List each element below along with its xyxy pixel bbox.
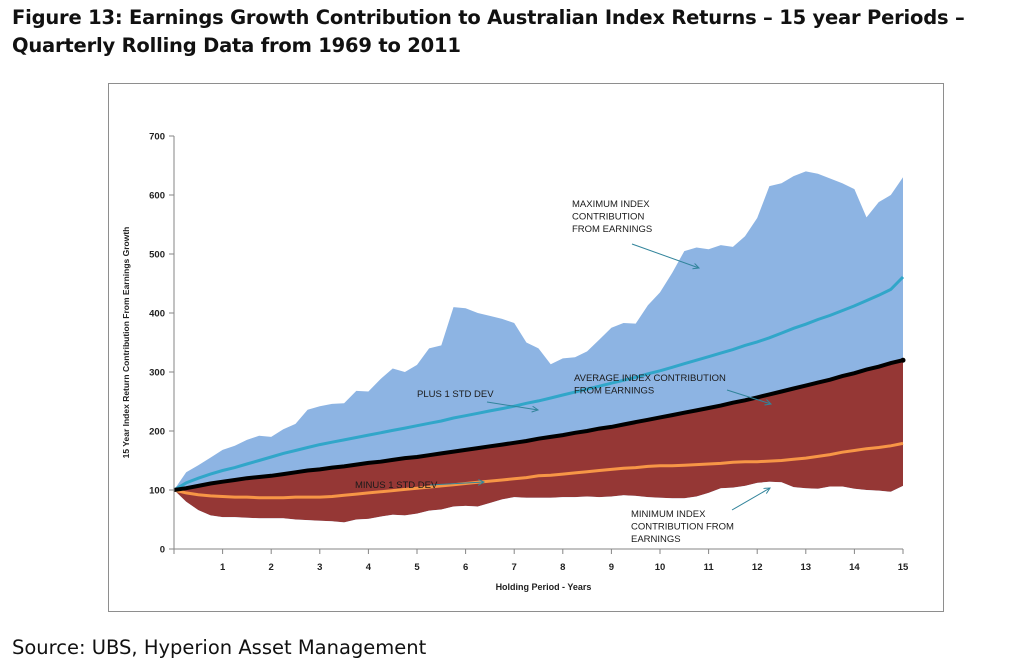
x-tick-label: 2 <box>269 562 274 573</box>
y-tick-label: 700 <box>149 132 165 143</box>
x-tick-label: 9 <box>609 562 614 573</box>
chart-frame: 0 100 200 300 400 500 600 700 1 2 3 4 5 6 7 8 9 10 11 12 13 1… <box>108 83 944 612</box>
series-minus-std-line <box>173 441 904 500</box>
annotation-average-label-line: AVERAGE INDEX CONTRIBUTION <box>574 373 726 384</box>
average-line-end-marker <box>900 357 906 363</box>
annotation-maximum-label-line: FROM EARNINGS <box>572 224 652 235</box>
y-tick-label: 100 <box>149 486 165 497</box>
x-tick-label: 7 <box>512 562 517 573</box>
x-tick-label: 15 <box>898 562 909 573</box>
annotation-plus-std-label: PLUS 1 STD DEV <box>417 389 494 400</box>
x-tick-label: 12 <box>752 562 763 573</box>
y-axis-title: 15 Year Index Return Contribution From E… <box>121 227 131 459</box>
x-tick-label: 5 <box>414 562 420 573</box>
y-tick-label: 300 <box>149 368 165 379</box>
annotation-maximum-arrow <box>631 243 699 268</box>
annotation-minus-std-arrow <box>429 482 484 485</box>
annotation-average-label: AVERAGE INDEX CONTRIBUTION FROM EARNINGS <box>574 373 726 397</box>
annotation-average-arrow <box>726 389 771 404</box>
x-tick-label: 14 <box>849 562 860 573</box>
annotation-minimum-arrow <box>731 488 770 511</box>
annotation-minimum-label-line: MINIMUM INDEX <box>631 509 706 520</box>
annotation-maximum-label-line: CONTRIBUTION <box>572 212 644 223</box>
annotation-maximum-label-line: MAXIMUM INDEX <box>572 199 650 210</box>
annotation-minimum-label: MINIMUM INDEX CONTRIBUTION FROM EARNINGS <box>631 509 734 545</box>
series-average-line <box>173 358 904 492</box>
annotation-minus-std-label-line: MINUS 1 STD DEV <box>355 480 438 491</box>
y-tick-label: 0 <box>160 545 165 556</box>
x-tick-label: 1 <box>220 562 226 573</box>
annotation-minimum-label-line: CONTRIBUTION FROM <box>631 522 734 533</box>
figure-source: Source: UBS, Hyperion Asset Management <box>12 636 427 659</box>
x-tick-label: 13 <box>801 562 812 573</box>
x-tick-label: 3 <box>317 562 322 573</box>
x-tick-label: 11 <box>704 562 715 573</box>
x-tick-label: 6 <box>463 562 468 573</box>
annotation-maximum-label: MAXIMUM INDEX CONTRIBUTION FROM EARNINGS <box>572 199 652 235</box>
y-tick-label: 500 <box>149 250 165 261</box>
x-tick-label: 4 <box>366 562 372 573</box>
annotation-average-label-line: FROM EARNINGS <box>574 386 654 397</box>
series-min-area <box>174 360 903 523</box>
y-tick-label: 400 <box>149 309 165 320</box>
x-tick-label: 10 <box>655 562 666 573</box>
below-minimum-fill <box>174 481 903 549</box>
y-tick-label: 600 <box>149 191 165 202</box>
x-tick-label: 8 <box>560 562 565 573</box>
annotation-plus-std-arrow <box>486 401 538 410</box>
annotation-minus-std-label: MINUS 1 STD DEV <box>355 480 438 491</box>
figure-title: Figure 13: Earnings Growth Contribution … <box>12 6 965 57</box>
series-plus-std-line <box>173 275 905 492</box>
x-axis-title: Holding Period - Years <box>496 582 592 592</box>
annotation-minimum-label-line: EARNINGS <box>631 534 681 545</box>
y-tick-label: 200 <box>149 427 165 438</box>
annotation-plus-std-label-line: PLUS 1 STD DEV <box>417 389 494 400</box>
